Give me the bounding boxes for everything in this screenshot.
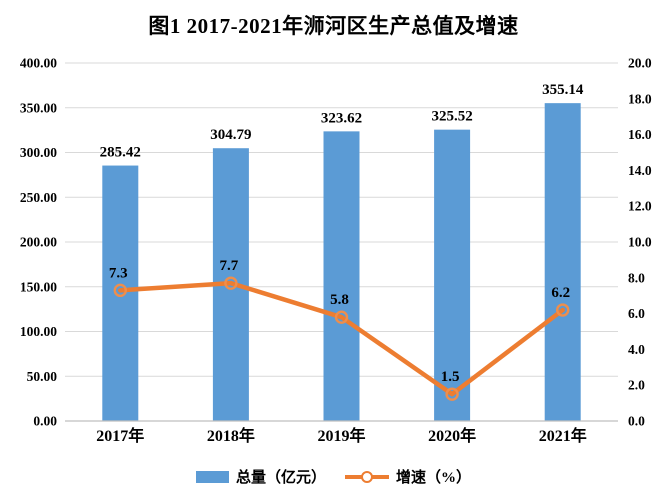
line-series [118, 280, 565, 397]
x-axis-category-label: 2018年 [207, 426, 255, 445]
legend-line-label: 增速（%） [396, 470, 472, 486]
left-axis-tick-label: 100.00 [20, 324, 57, 339]
bar-data-label: 355.14 [542, 82, 584, 98]
left-axis-tick-label: 250.00 [20, 190, 57, 205]
left-axis-tick-label: 200.00 [20, 235, 57, 250]
left-axis-tick-label: 300.00 [20, 145, 57, 160]
line-marker [445, 387, 459, 401]
legend: 总量（亿元） 增速（%） [0, 466, 667, 487]
bar-data-label: 285.42 [100, 145, 141, 161]
left-axis-tick-label: 150.00 [20, 279, 57, 294]
line-marker-icon [345, 470, 389, 484]
x-axis-category-label: 2017年 [96, 426, 144, 445]
legend-bar-label: 总量（亿元） [235, 470, 326, 486]
line-data-label: 6.2 [551, 285, 570, 301]
x-axis-category-label: 2021年 [539, 426, 587, 445]
right-axis-tick-label: 10.0 [628, 235, 652, 250]
left-axis-tick-label: 350.00 [20, 100, 57, 115]
line-marker [113, 283, 128, 298]
bar-swatch-icon [195, 470, 229, 483]
right-axis-tick-label: 6.0 [628, 306, 645, 321]
bar-data-label: 304.79 [210, 127, 251, 143]
right-axis-tick-label: 12.0 [628, 199, 652, 214]
right-axis-tick-label: 16.0 [628, 127, 652, 142]
right-axis-tick-label: 14.0 [628, 163, 652, 178]
bar [323, 131, 360, 421]
line-dot-icon [361, 470, 373, 483]
right-axis-tick-label: 0.0 [628, 414, 645, 429]
line-marker [556, 303, 570, 317]
bar-data-label: 323.62 [321, 110, 362, 126]
line-marker [224, 276, 238, 290]
bar-data-label: 325.52 [431, 109, 472, 125]
line-marker [334, 310, 349, 324]
left-axis-tick-label: 400.00 [20, 56, 57, 71]
right-axis-tick-label: 8.0 [628, 270, 645, 285]
right-axis-tick-label: 2.0 [628, 378, 645, 393]
left-axis-tick-label: 50.00 [27, 369, 58, 384]
bar [544, 103, 581, 422]
bar [102, 165, 139, 421]
x-axis-category-label: 2020年 [428, 426, 476, 445]
left-axis-tick-label: 0.00 [33, 414, 57, 429]
chart-title: 图1 2017-2021年浉河区生产总值及增速 [148, 14, 519, 38]
line-data-label: 5.8 [330, 292, 349, 308]
right-axis-tick-label: 4.0 [628, 342, 645, 357]
right-axis-tick-label: 20.0 [628, 56, 652, 71]
x-axis-category-label: 2019年 [317, 426, 365, 445]
line-data-label: 1.5 [441, 369, 460, 385]
bar [434, 129, 471, 421]
line-data-label: 7.3 [109, 265, 128, 281]
right-axis-tick-label: 18.0 [628, 91, 652, 106]
line-data-label: 7.7 [220, 258, 239, 274]
